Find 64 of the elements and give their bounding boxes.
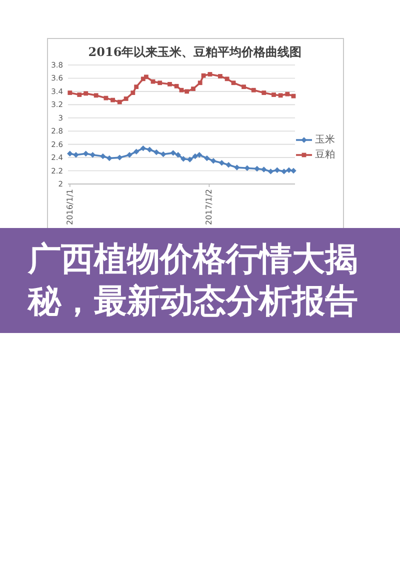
x-tick-label: 2016/1/1	[65, 189, 74, 225]
point	[84, 91, 88, 96]
point	[174, 84, 179, 88]
point	[134, 84, 139, 90]
point	[117, 100, 122, 104]
point	[140, 145, 146, 152]
legend-label: 豆粕	[315, 150, 335, 160]
point	[180, 156, 186, 162]
point	[73, 152, 79, 158]
point	[234, 164, 240, 170]
point	[184, 89, 190, 94]
point	[198, 80, 202, 86]
point	[261, 166, 267, 172]
legend-label: 玉米	[315, 134, 335, 146]
chart-title: 2016年以来玉米、豆粕平均价格曲线图	[88, 45, 302, 59]
point	[231, 80, 236, 86]
point	[175, 152, 181, 158]
point	[210, 158, 216, 164]
point	[158, 80, 162, 86]
point	[77, 92, 82, 97]
point	[126, 152, 132, 158]
point	[272, 92, 276, 97]
point	[281, 168, 287, 174]
point	[286, 167, 292, 173]
point	[274, 167, 280, 173]
point	[130, 90, 136, 95]
point	[204, 155, 210, 162]
point	[110, 98, 115, 102]
point	[218, 160, 225, 166]
point	[290, 168, 296, 174]
point	[191, 86, 196, 91]
point	[201, 73, 206, 78]
point	[154, 149, 160, 156]
x-tick-label: 2017/1/2	[204, 189, 214, 225]
point	[100, 153, 106, 160]
point	[90, 152, 96, 158]
point	[124, 96, 128, 101]
point	[170, 150, 176, 156]
point	[67, 150, 73, 156]
point	[133, 148, 140, 154]
point	[104, 96, 108, 100]
point	[242, 84, 246, 90]
point	[146, 146, 152, 152]
point	[285, 92, 290, 96]
point	[94, 93, 98, 98]
point	[168, 82, 172, 86]
point	[192, 153, 198, 160]
point	[278, 93, 283, 98]
point	[291, 94, 296, 98]
point	[196, 152, 202, 158]
point	[218, 74, 222, 78]
point	[262, 90, 266, 95]
point	[116, 154, 122, 160]
point	[179, 88, 184, 92]
point	[251, 88, 256, 92]
point	[82, 150, 89, 156]
text: 广西植物价格行情大揭秘，最新动态分析报告	[28, 238, 359, 322]
point	[160, 151, 166, 158]
point	[224, 76, 230, 82]
point	[68, 90, 72, 95]
point	[268, 168, 274, 174]
point	[208, 72, 212, 76]
point	[226, 162, 232, 168]
point	[144, 74, 148, 80]
